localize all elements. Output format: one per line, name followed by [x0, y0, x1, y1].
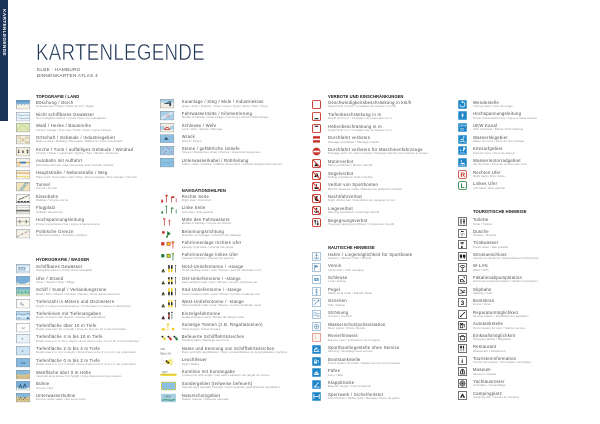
svg-text:HN: HN	[161, 347, 165, 351]
svg-text:20: 20	[460, 128, 464, 132]
svg-text:L: L	[460, 183, 464, 190]
svg-text:NSG: NSG	[165, 394, 172, 398]
svg-text:12: 12	[21, 326, 25, 330]
svg-text:i: i	[314, 336, 315, 342]
svg-text:Elbe 24: Elbe 24	[161, 351, 172, 355]
svg-text:6: 6	[21, 338, 23, 342]
svg-text:312°: 312°	[162, 370, 168, 374]
svg-text:R: R	[460, 172, 465, 179]
svg-text:54: 54	[20, 302, 24, 307]
svg-text:i: i	[461, 358, 463, 365]
svg-text:2: 2	[18, 317, 20, 320]
svg-text:0,5: 0,5	[21, 361, 26, 365]
svg-text:UKW: UKW	[459, 124, 466, 128]
svg-text:3: 3	[460, 300, 464, 307]
svg-text:KM 5: KM 5	[19, 269, 25, 271]
svg-text:3: 3	[21, 349, 23, 353]
